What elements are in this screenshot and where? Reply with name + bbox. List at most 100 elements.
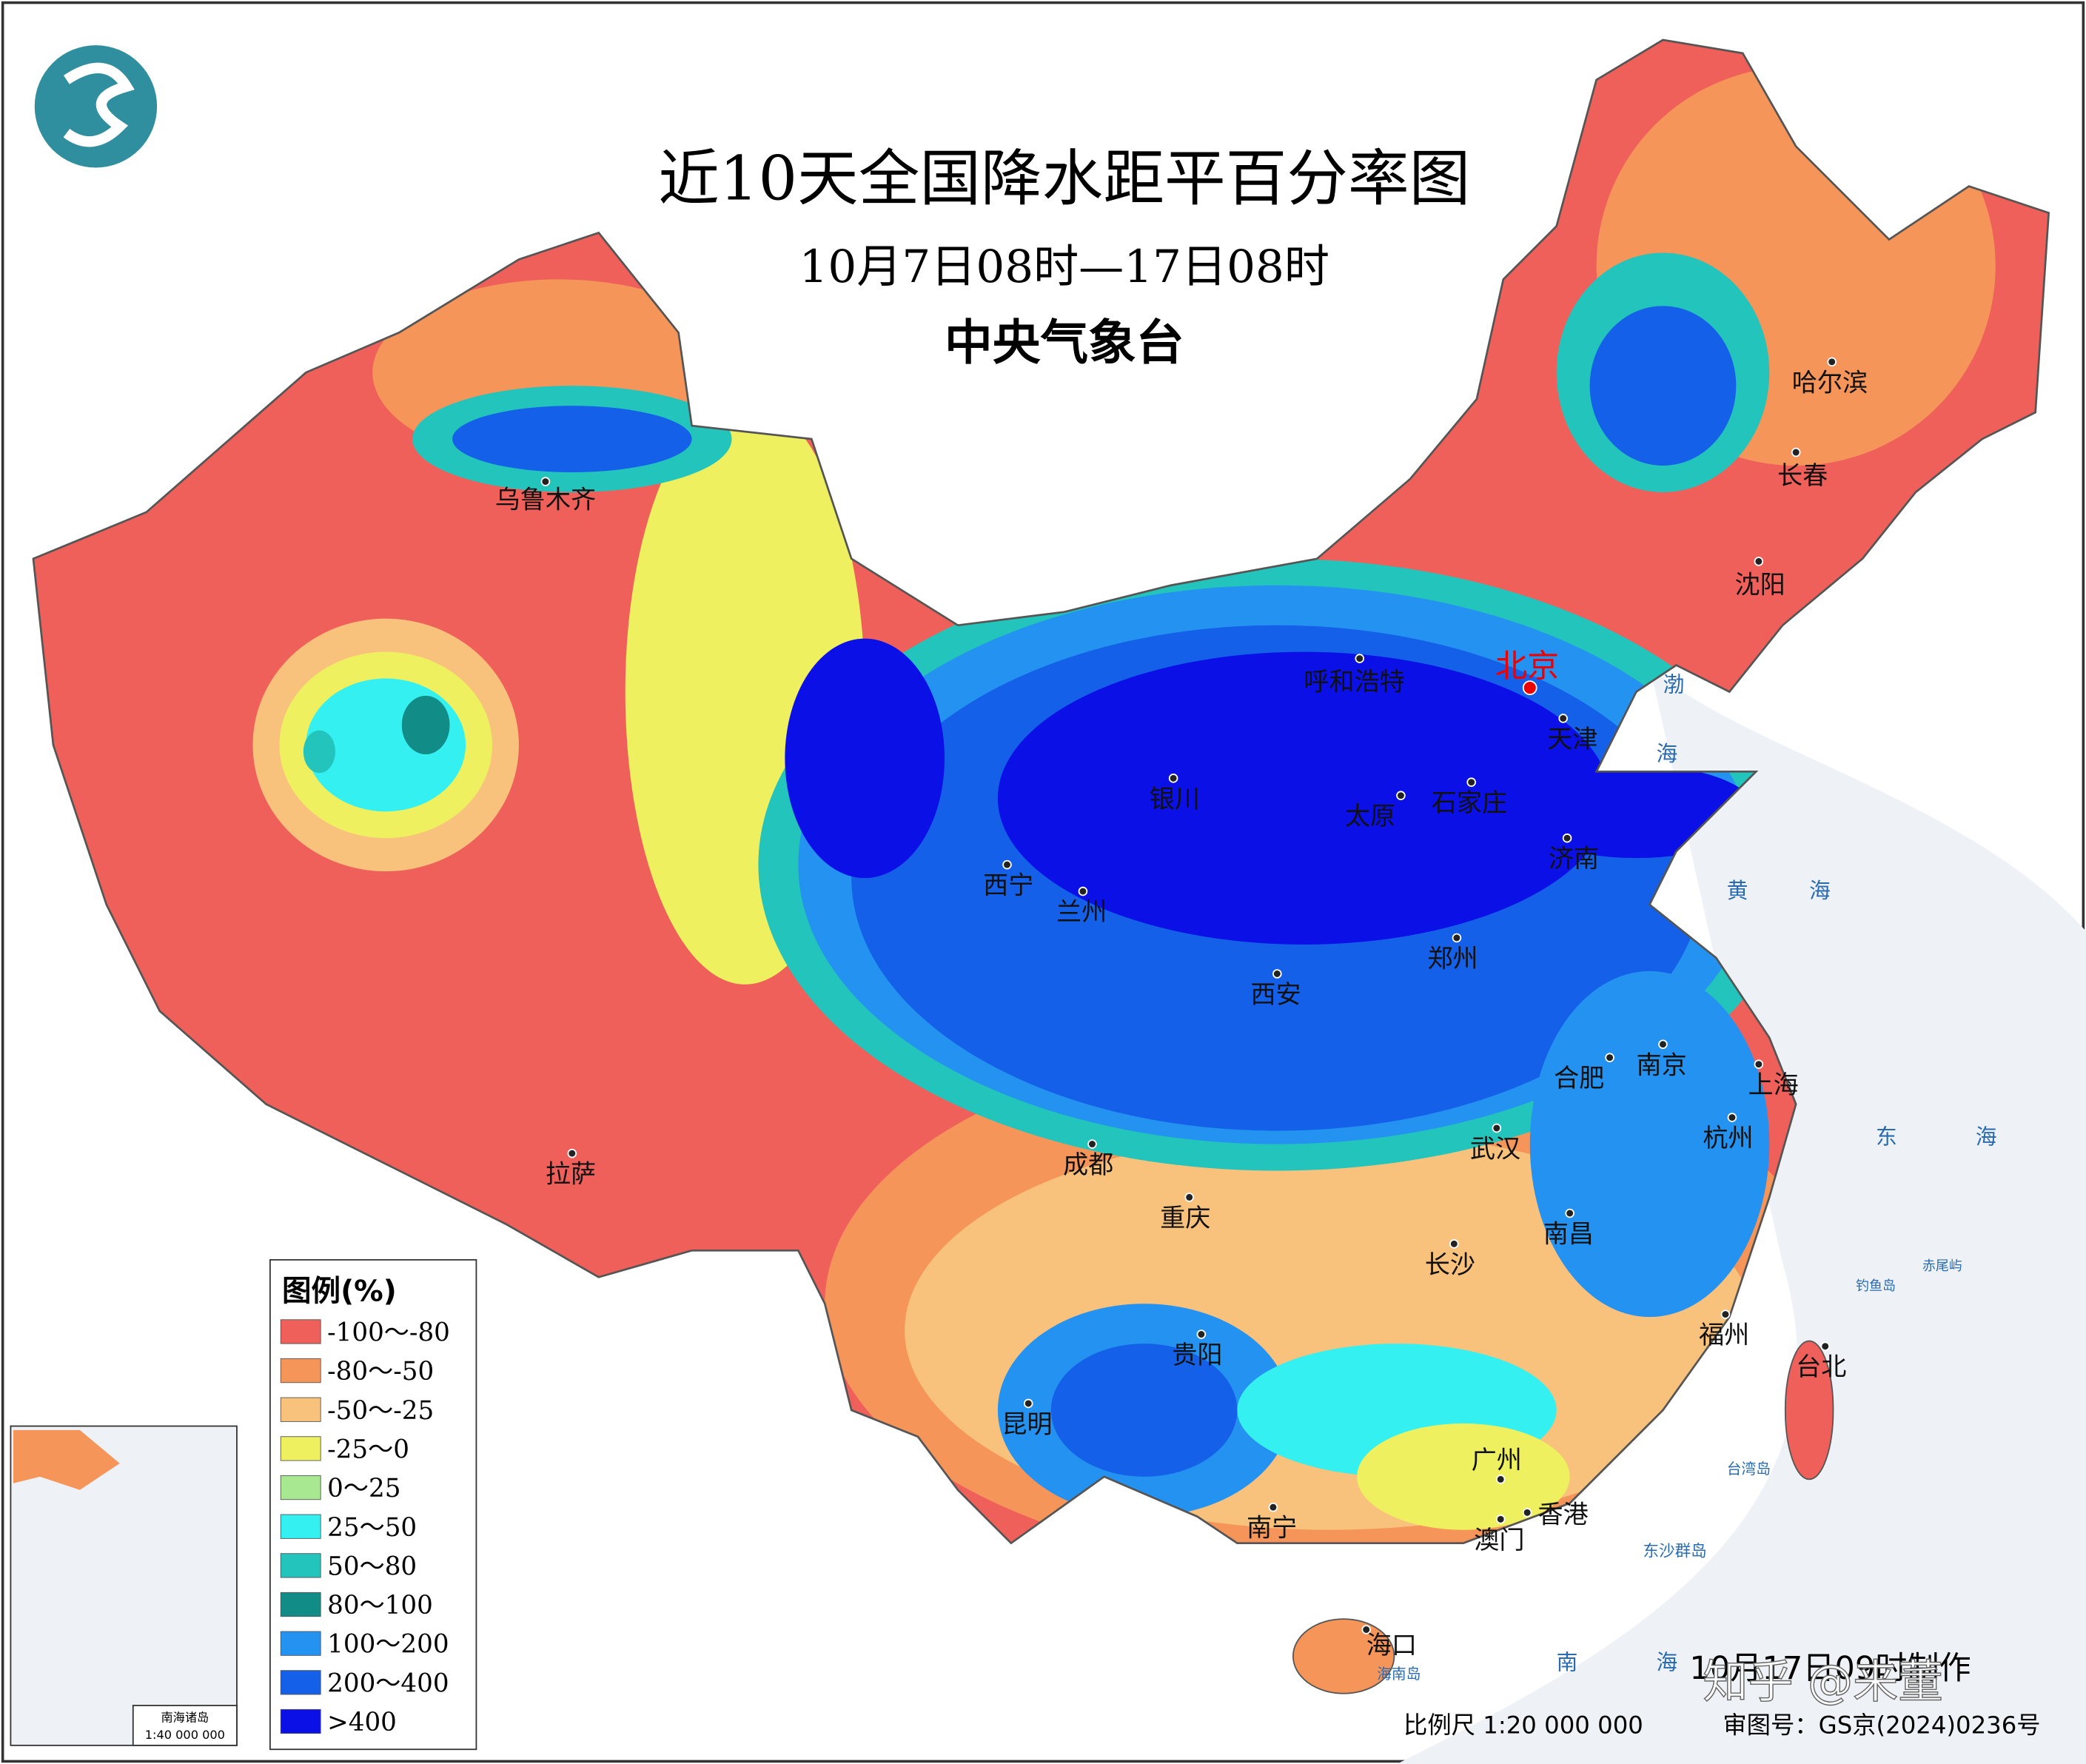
- subtitle: 10月7日08时—17日08时: [799, 241, 1329, 293]
- city-label: 长沙: [1425, 1250, 1475, 1280]
- city-dot: [1791, 447, 1801, 457]
- city-label: 郑州: [1427, 945, 1478, 974]
- legend-label: 50～80: [327, 1552, 417, 1581]
- city-label: 贵阳: [1172, 1341, 1222, 1370]
- city-label: 南宁: [1247, 1514, 1297, 1543]
- city-dot: [1361, 1625, 1371, 1634]
- legend-label: 80～100: [327, 1591, 433, 1620]
- city-label: 济南: [1549, 845, 1599, 874]
- city-dot: [1492, 1123, 1502, 1133]
- legend-label: -100～-80: [327, 1318, 450, 1348]
- place-label: 黄: [1727, 878, 1748, 903]
- city-label: 澳门: [1474, 1526, 1524, 1555]
- legend-label: 0～25: [327, 1474, 400, 1503]
- place-label: 渤: [1663, 672, 1684, 697]
- city-dot: [1355, 654, 1365, 663]
- city-label: 南昌: [1543, 1220, 1594, 1250]
- city-dot: [567, 1148, 577, 1158]
- sea: [1397, 665, 2086, 1764]
- city-dot: [1396, 791, 1406, 800]
- city-dot: [1002, 859, 1012, 870]
- legend-label: -80～-50: [327, 1357, 434, 1386]
- city-dot: [1168, 774, 1178, 783]
- legend-label: >400: [327, 1708, 397, 1737]
- city-label: 上海: [1748, 1070, 1798, 1100]
- city-dot: [1754, 1059, 1764, 1069]
- city-label: 兰州: [1056, 898, 1107, 928]
- capital-dot: [1522, 680, 1537, 696]
- legend-swatch: [280, 1708, 321, 1734]
- taiwan: [1784, 1340, 1834, 1480]
- city-dot: [1562, 833, 1572, 843]
- logo-mark: [63, 62, 135, 147]
- legend: 图例(%) -100～-80 -80～-50 -50～-25 -25～0 0～25 25～…: [269, 1258, 477, 1751]
- place-label: 东: [1876, 1124, 1897, 1150]
- place-label: 海南岛: [1377, 1666, 1421, 1683]
- city-dot: [1522, 1508, 1532, 1517]
- city-dot: [1023, 1398, 1033, 1409]
- city-label: 香港: [1538, 1500, 1589, 1530]
- city-label: 海口: [1366, 1631, 1417, 1660]
- city-dot: [1452, 933, 1462, 943]
- city-dot: [1495, 1515, 1506, 1524]
- city-dot: [1272, 969, 1282, 979]
- legend-swatch: [280, 1475, 321, 1500]
- place-label: 台湾岛: [1727, 1461, 1771, 1478]
- city-dot: [1754, 557, 1764, 566]
- city-label: 重庆: [1160, 1204, 1210, 1233]
- hainan: [1292, 1618, 1395, 1694]
- city-dot: [1605, 1053, 1614, 1063]
- city-label: 哈尔滨: [1792, 368, 1868, 398]
- legend-swatch: [280, 1436, 321, 1461]
- city-label: 呼和浩特: [1304, 668, 1405, 697]
- inset-name: 南海诸岛: [161, 1710, 209, 1724]
- city-dot: [1466, 777, 1476, 788]
- city-label: 武汉: [1470, 1135, 1520, 1164]
- inset: 南海诸岛 1:40 000 000: [10, 1425, 238, 1746]
- city-dot: [1449, 1239, 1459, 1249]
- city-label: 北京: [1495, 648, 1559, 685]
- place-label: 海: [1809, 878, 1831, 903]
- review-number: 审图号：GS京(2024)0236号: [1723, 1711, 2040, 1740]
- place-label: 海: [1976, 1124, 1997, 1150]
- city-label: 西安: [1250, 980, 1301, 1010]
- city-label: 福州: [1699, 1321, 1749, 1350]
- legend-label: -50～-25: [327, 1396, 434, 1426]
- legend-label: 100～200: [327, 1630, 449, 1660]
- city-label: 昆明: [1002, 1410, 1052, 1440]
- city-label: 杭州: [1703, 1124, 1753, 1153]
- city-dot: [1820, 1341, 1831, 1351]
- legend-swatch: [280, 1319, 321, 1344]
- title: 近10天全国降水距平百分率图: [658, 144, 1470, 215]
- city-dot: [1565, 1208, 1574, 1218]
- city-dot: [1727, 1113, 1737, 1122]
- city-dot: [1268, 1502, 1278, 1512]
- legend-swatch: [280, 1631, 321, 1656]
- city-label: 银川: [1150, 785, 1200, 814]
- place-label: 海: [1656, 1649, 1677, 1674]
- city-label: 成都: [1063, 1150, 1113, 1180]
- city-dot: [1658, 1039, 1668, 1050]
- city-dot: [1558, 714, 1568, 723]
- watermark: 知乎 @来董: [1703, 1656, 1943, 1708]
- inset-scale: 1:40 000 000: [145, 1728, 225, 1742]
- city-label: 拉萨: [546, 1160, 596, 1190]
- city-label: 乌鲁木齐: [495, 486, 597, 515]
- city-dot: [1495, 1475, 1506, 1484]
- issued: 10月17日09时制作: [1689, 1650, 1971, 1687]
- inset-land: [13, 1429, 120, 1490]
- legend-swatch: [280, 1514, 321, 1539]
- agency: 中央气象台: [945, 315, 1184, 371]
- city-label: 台北: [1796, 1352, 1846, 1382]
- city-label: 南京: [1637, 1050, 1687, 1080]
- legend-label: -25～0: [327, 1435, 409, 1464]
- city-label: 合肥: [1554, 1064, 1604, 1093]
- inset-label-box: [132, 1705, 238, 1746]
- city-dot: [540, 477, 551, 486]
- city-dot: [1827, 357, 1837, 367]
- city-label: 广州: [1472, 1446, 1522, 1475]
- scale: 比例尺 1:20 000 000: [1403, 1711, 1643, 1740]
